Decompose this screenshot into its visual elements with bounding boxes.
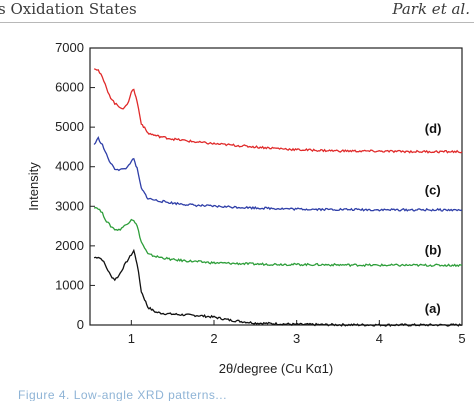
series-line [93, 248, 463, 327]
y-tick-label: 5000 [55, 119, 84, 134]
y-tick-label: 2000 [55, 238, 84, 253]
header-divider [0, 22, 474, 23]
series-line [93, 135, 463, 212]
y-tick-label: 0 [77, 317, 84, 332]
x-tick-label: 2 [210, 331, 217, 346]
plot-frame [89, 47, 463, 326]
y-axis-label: Intensity [26, 162, 41, 211]
labels-layer: (a) (b) (c) (d) [425, 121, 442, 316]
axes-layer: 0 1000 2000 3000 4000 5000 6000 7000 1 2 3 4 5 [55, 40, 466, 346]
x-tick-label: 1 [128, 331, 135, 346]
series-line [93, 68, 463, 154]
series-layer [93, 68, 463, 327]
x-tick-label: 5 [458, 331, 465, 346]
x-axis-label: 2θ/degree (Cu Kα1) [219, 361, 333, 376]
figure-caption-text: Figure 4. Low-angle XRD patterns... [18, 388, 227, 401]
series-line [93, 206, 463, 268]
x-tick-label: 3 [293, 331, 300, 346]
y-tick-label: 1000 [55, 277, 84, 292]
page-header-authors: Park et al. [392, 0, 470, 18]
y-tick-label: 4000 [55, 159, 84, 174]
series-label: (b) [425, 243, 442, 258]
y-tick-label: 6000 [55, 80, 84, 95]
series-label: (a) [425, 301, 441, 316]
figure-caption: Figure 4. Low-angle XRD patterns... [18, 386, 458, 401]
y-tick-label: 3000 [55, 198, 84, 213]
series-label: (d) [425, 121, 442, 136]
series-label: (c) [425, 182, 441, 197]
page-header-title: s Oxidation States [0, 0, 137, 18]
y-tick-label: 7000 [55, 40, 84, 55]
x-tick-label: 4 [376, 331, 383, 346]
